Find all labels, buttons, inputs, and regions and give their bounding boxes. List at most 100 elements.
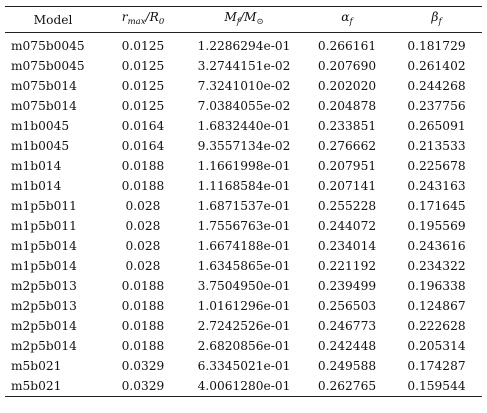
header-r-symbol: r: [121, 10, 128, 24]
cell-beta-f: 0.265091: [407, 119, 466, 133]
cell-alpha-f: 0.239499: [317, 279, 377, 293]
header-sun-subscript: ⊙: [256, 17, 264, 27]
table-row: m1p5b011 0.028 1.7556763e-01 0.244072 0.1955…: [5, 216, 482, 236]
header-alpha-subscript: f: [349, 17, 353, 27]
cell-beta-f: 0.205314: [407, 339, 466, 353]
cell-beta-f: 0.171645: [407, 199, 466, 213]
cell-model: m1p5b011: [11, 199, 77, 213]
cell-beta-f: 0.196338: [407, 279, 466, 293]
cell-model: m2p5b013: [11, 279, 77, 293]
cell-model: m1p5b014: [11, 259, 77, 273]
cell-model: m1p5b014: [11, 239, 77, 253]
cell-model: m5b021: [11, 379, 62, 393]
cell-model: m2p5b014: [11, 339, 77, 353]
cell-r-max-over-r0: 0.0188: [121, 179, 165, 193]
table-row: m075b0045 0.0125 3.2744151e-02 0.207690 0.26…: [5, 56, 482, 76]
header-mf-denominator: /M: [239, 10, 257, 24]
cell-r-max-over-r0: 0.0164: [121, 119, 165, 133]
header-r-denominator-subscript: 0: [158, 17, 165, 27]
cell-mf-over-msun: 4.0061280e-01: [197, 379, 291, 393]
cell-r-max-over-r0: 0.0188: [121, 299, 165, 313]
cell-beta-f: 0.243163: [407, 179, 466, 193]
cell-model: m2p5b013: [11, 299, 77, 313]
cell-model: m1p5b011: [11, 219, 77, 233]
cell-model: m075b0045: [11, 39, 85, 53]
cell-r-max-over-r0: 0.0329: [121, 359, 165, 373]
cell-beta-f: 0.244268: [407, 79, 466, 93]
table-row: m2p5b014 0.0188 2.6820856e-01 0.242448 0.205…: [5, 336, 482, 356]
header-mf-over-msun: Mf/M⊙: [185, 7, 303, 33]
header-r-denominator: /R: [145, 10, 159, 24]
cell-model: m2p5b014: [11, 319, 77, 333]
cell-beta-f: 0.181729: [407, 39, 466, 53]
cell-alpha-f: 0.246773: [317, 319, 377, 333]
table-row: m2p5b013 0.0188 1.0161296e-01 0.256503 0.124…: [5, 296, 482, 316]
cell-r-max-over-r0: 0.0125: [121, 99, 165, 113]
cell-beta-f: 0.261402: [407, 59, 466, 73]
cell-alpha-f: 0.207951: [317, 159, 377, 173]
table-row: m5b021 0.0329 6.3345021e-01 0.249588 0.17428…: [5, 356, 482, 376]
table-row: m1b0045 0.0164 1.6832440e-01 0.233851 0.2650…: [5, 116, 482, 136]
header-beta-symbol: β: [431, 10, 439, 24]
cell-model: m1b0045: [11, 139, 70, 153]
results-table: Model rmax/R0 Mf/M⊙ αf βf m075b0045 0.012…: [5, 6, 482, 397]
cell-beta-f: 0.234322: [407, 259, 466, 273]
table-row: m1p5b011 0.028 1.6871537e-01 0.255228 0.1716…: [5, 196, 482, 216]
cell-alpha-f: 0.207690: [317, 59, 377, 73]
cell-r-max-over-r0: 0.028: [125, 239, 161, 253]
cell-model: m075b014: [11, 79, 77, 93]
cell-r-max-over-r0: 0.0125: [121, 59, 165, 73]
cell-beta-f: 0.243616: [407, 239, 466, 253]
header-mf-subscript: f: [236, 17, 240, 27]
header-alpha-symbol: α: [341, 10, 350, 24]
cell-r-max-over-r0: 0.028: [125, 219, 161, 233]
cell-mf-over-msun: 1.2286294e-01: [197, 39, 291, 53]
table-row: m1b014 0.0188 1.1168584e-01 0.207141 0.24316…: [5, 176, 482, 196]
cell-r-max-over-r0: 0.0164: [121, 139, 165, 153]
cell-alpha-f: 0.276662: [317, 139, 377, 153]
cell-beta-f: 0.225678: [407, 159, 466, 173]
table-row: m075b0045 0.0125 1.2286294e-01 0.266161 0.18…: [5, 33, 482, 57]
cell-model: m075b014: [11, 99, 77, 113]
cell-r-max-over-r0: 0.0329: [121, 379, 165, 393]
cell-alpha-f: 0.204878: [317, 99, 377, 113]
cell-mf-over-msun: 1.6674188e-01: [197, 239, 291, 253]
cell-r-max-over-r0: 0.028: [125, 259, 161, 273]
cell-alpha-f: 0.234014: [317, 239, 377, 253]
table-header: Model rmax/R0 Mf/M⊙ αf βf: [5, 6, 482, 33]
cell-model: m075b0045: [11, 59, 85, 73]
header-row: Model rmax/R0 Mf/M⊙ αf βf: [5, 6, 482, 33]
table-row: m1p5b014 0.028 1.6674188e-01 0.234014 0.2436…: [5, 236, 482, 256]
cell-mf-over-msun: 1.1661998e-01: [197, 159, 291, 173]
cell-alpha-f: 0.249588: [317, 359, 377, 373]
table-row: m075b014 0.0125 7.0384055e-02 0.204878 0.237…: [5, 96, 482, 116]
header-r-max-over-r0: rmax/R0: [101, 7, 185, 33]
cell-mf-over-msun: 7.0384055e-02: [197, 99, 291, 113]
cell-mf-over-msun: 2.6820856e-01: [197, 339, 291, 353]
header-mf-symbol: M: [224, 10, 237, 24]
cell-r-max-over-r0: 0.0188: [121, 279, 165, 293]
cell-beta-f: 0.174287: [407, 359, 466, 373]
cell-r-max-over-r0: 0.0188: [121, 159, 165, 173]
cell-alpha-f: 0.266161: [317, 39, 377, 53]
cell-mf-over-msun: 9.3557134e-02: [197, 139, 291, 153]
cell-r-max-over-r0: 0.0188: [121, 339, 165, 353]
cell-beta-f: 0.124867: [407, 299, 466, 313]
cell-mf-over-msun: 1.6832440e-01: [197, 119, 291, 133]
header-beta-subscript: f: [438, 17, 442, 27]
cell-model: m1b0045: [11, 119, 70, 133]
cell-alpha-f: 0.242448: [317, 339, 377, 353]
table-row: m1b0045 0.0164 9.3557134e-02 0.276662 0.2135…: [5, 136, 482, 156]
cell-beta-f: 0.213533: [407, 139, 466, 153]
cell-beta-f: 0.222628: [407, 319, 466, 333]
header-alpha-f: αf: [303, 7, 391, 33]
cell-alpha-f: 0.207141: [317, 179, 377, 193]
cell-alpha-f: 0.256503: [317, 299, 377, 313]
cell-mf-over-msun: 1.6871537e-01: [197, 199, 291, 213]
cell-beta-f: 0.159544: [407, 379, 466, 393]
cell-alpha-f: 0.244072: [317, 219, 377, 233]
cell-alpha-f: 0.202020: [317, 79, 377, 93]
header-model: Model: [33, 12, 73, 27]
table-row: m5b021 0.0329 4.0061280e-01 0.262765 0.15954…: [5, 376, 482, 397]
